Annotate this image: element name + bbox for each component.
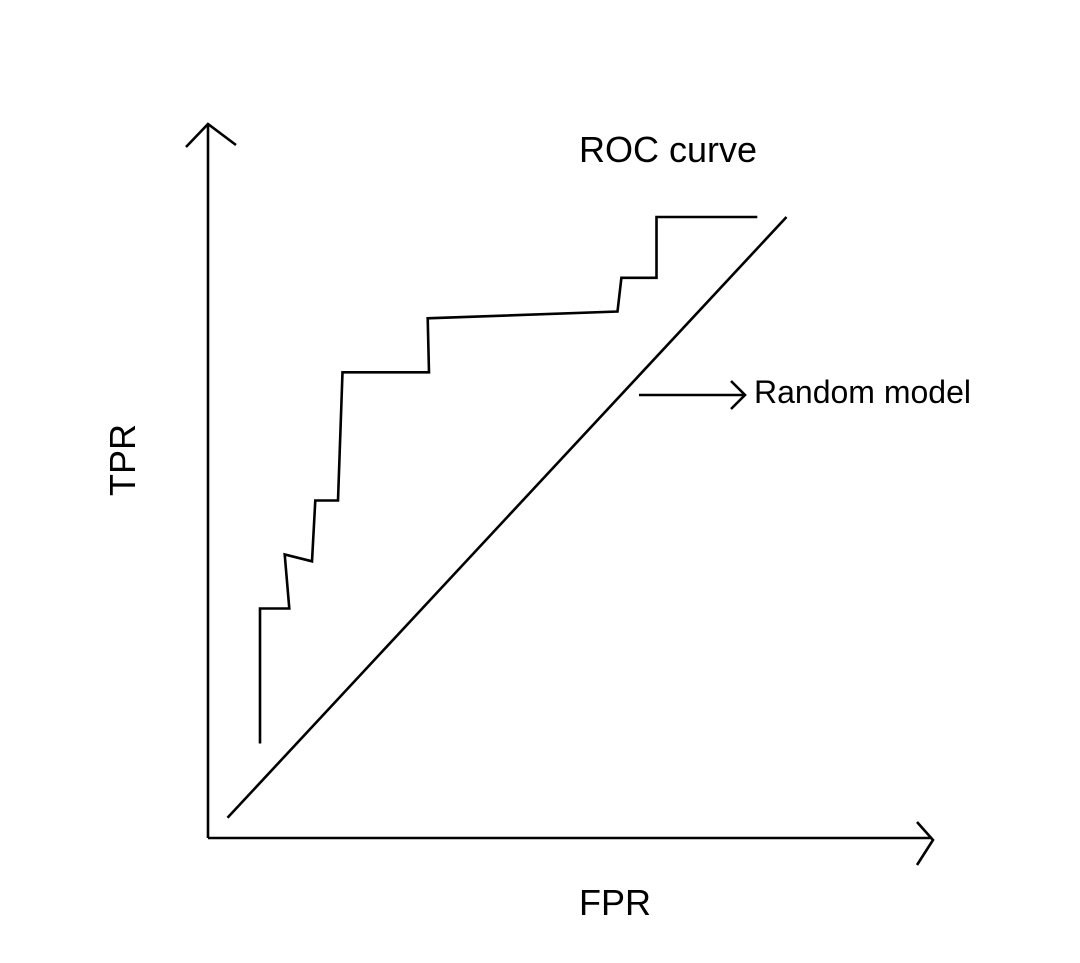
x-axis-arrowhead [915,821,935,866]
y-axis-title: TPR [102,424,143,496]
roc-curve-label: ROC curve [579,129,757,170]
x-axis-title: FPR [579,882,651,923]
roc-curve-line [258,215,758,744]
series-layer [226,215,788,819]
y-axis-arrowhead [185,122,237,148]
random-model-pointer-arrowhead [730,380,747,410]
random-model-line [226,216,788,819]
random-model-label: Random model [754,374,971,410]
